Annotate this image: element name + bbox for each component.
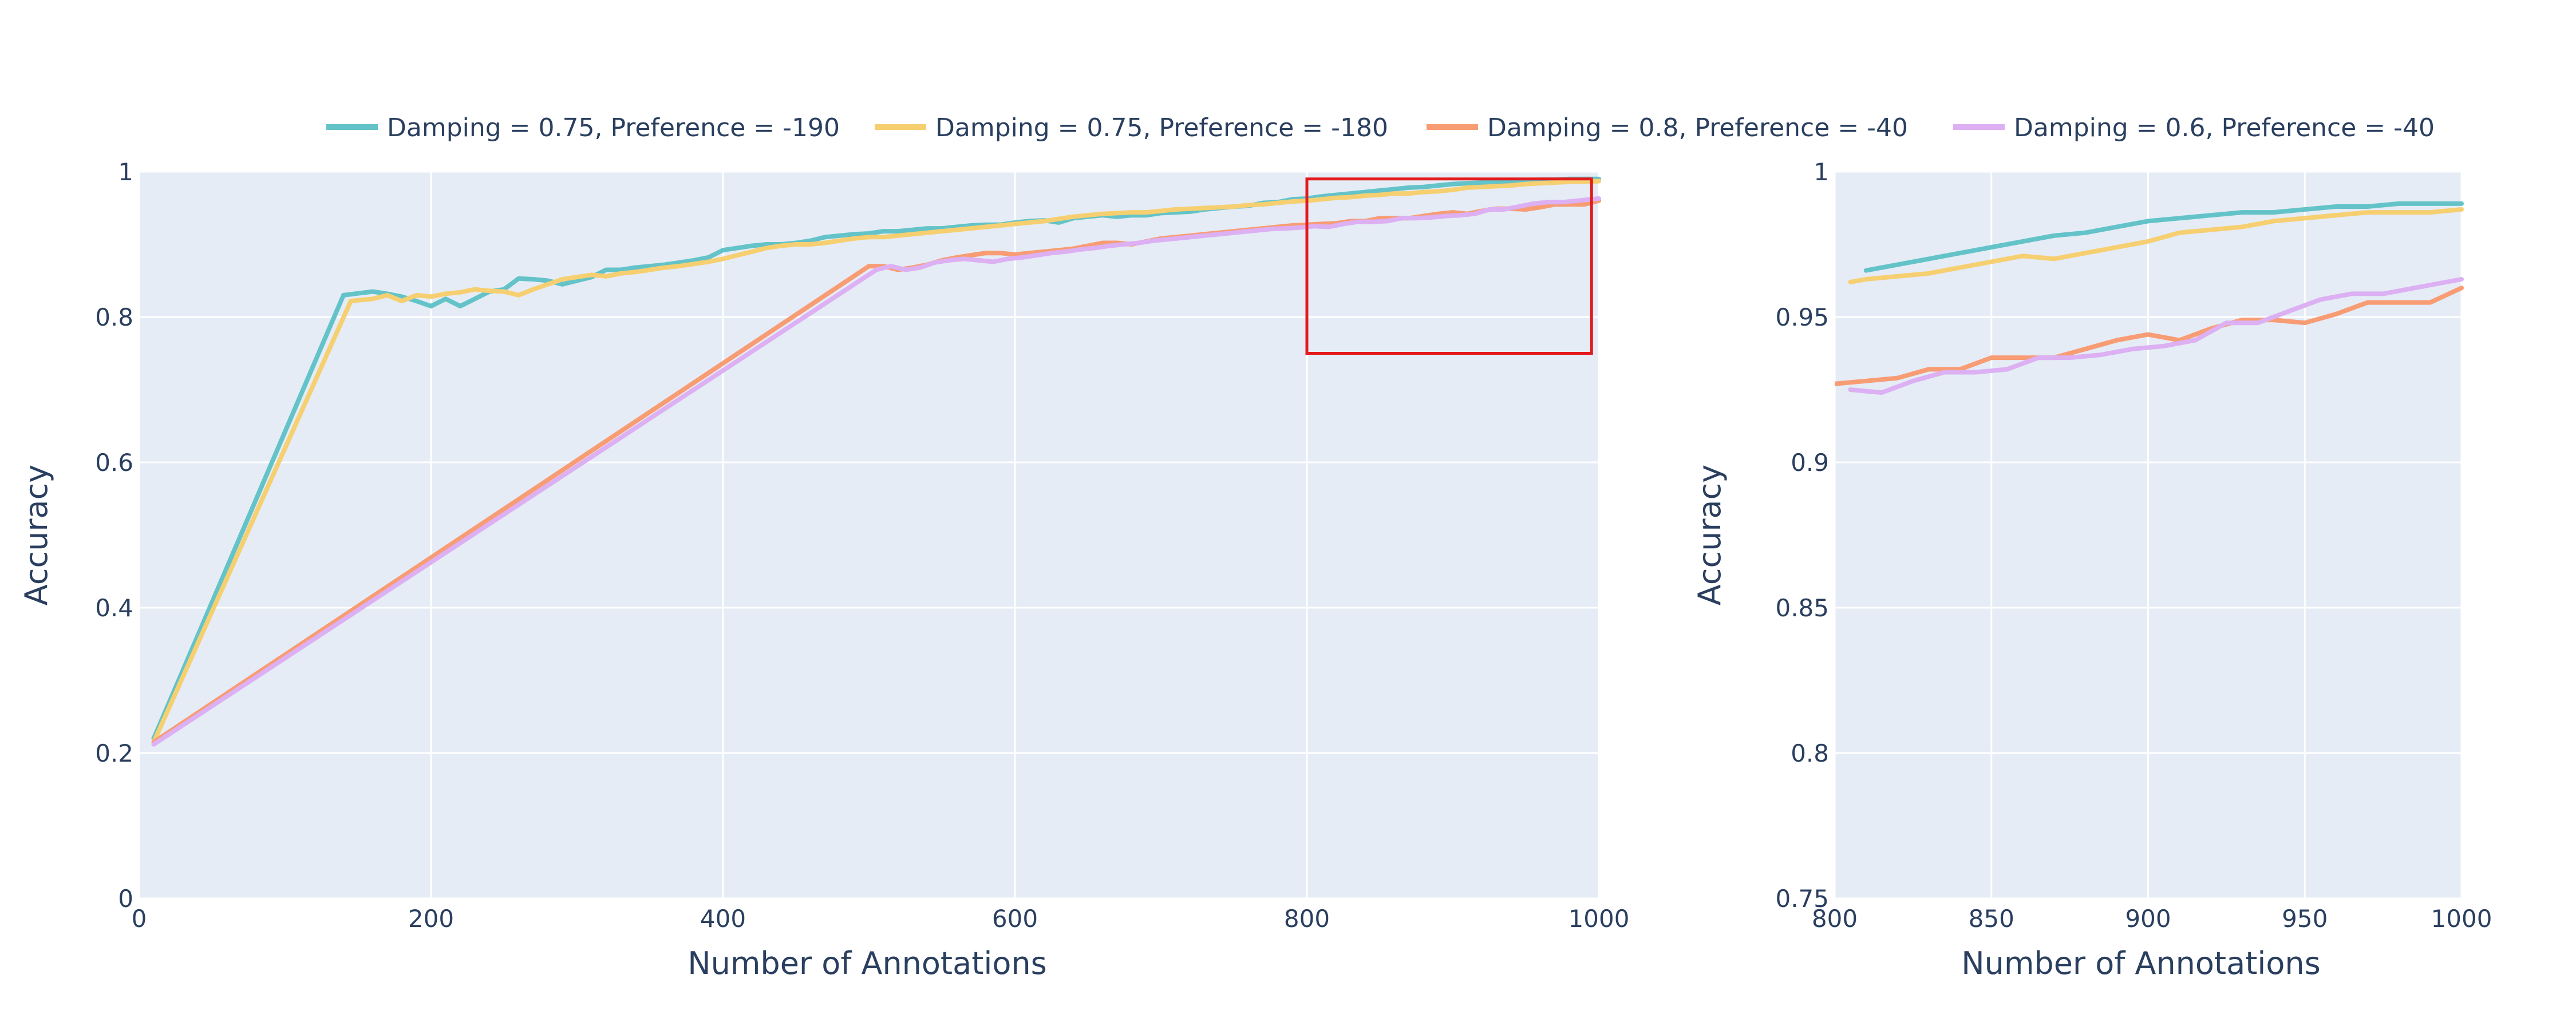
legend-item-3[interactable]: Damping = 0.6, Preference = -40 (1953, 113, 2435, 142)
series-line-2[interactable] (1835, 286, 2464, 386)
main-chart-panel: 0 0.2 0.4 0.6 0.8 1 0 200 400 600 800 1000 Number o… (18, 158, 1629, 981)
legend-label: Damping = 0.75, Preference = -180 (935, 113, 1388, 142)
y-axis-title: Accuracy (1692, 465, 1728, 606)
y-tick-label: 1 (118, 158, 133, 186)
legend-label: Damping = 0.8, Preference = -40 (1487, 113, 1908, 142)
legend-item-0[interactable]: Damping = 0.75, Preference = -190 (326, 113, 840, 142)
x-axis-title: Number of Annotations (688, 945, 1047, 981)
legend: Damping = 0.75, Preference = -190 Dampin… (326, 113, 2435, 142)
x-tick-label: 900 (2125, 905, 2171, 933)
zoom-region-box (1305, 177, 1593, 355)
x-axis-title: Number of Annotations (1961, 945, 2321, 981)
y-tick-label: 0.95 (1775, 303, 1829, 331)
x-tick-label: 800 (1812, 905, 1858, 933)
y-tick-label: 0.4 (95, 594, 133, 622)
legend-label: Damping = 0.6, Preference = -40 (2014, 113, 2435, 142)
x-tick-label: 600 (992, 905, 1038, 933)
x-tick-label: 200 (408, 905, 454, 933)
legend-label: Damping = 0.75, Preference = -190 (387, 113, 840, 142)
series-line-3[interactable] (1848, 277, 2464, 395)
y-axis-title: Accuracy (18, 465, 54, 606)
y-tick-label: 1 (1814, 158, 1829, 186)
legend-item-1[interactable]: Damping = 0.75, Preference = -180 (875, 113, 1388, 142)
x-tick-label: 1000 (2431, 905, 2492, 933)
y-tick-label: 0.85 (1775, 594, 1829, 622)
series-line-1[interactable] (151, 179, 1601, 744)
y-tick-label: 0.6 (95, 449, 133, 477)
series-line-1[interactable] (1848, 207, 2464, 284)
y-tick-label: 0.75 (1775, 885, 1829, 913)
plot-area (139, 172, 1599, 898)
y-tick-label: 0.8 (95, 303, 133, 331)
y-tick-label: 0.2 (95, 739, 133, 767)
x-tick-label: 800 (1284, 905, 1330, 933)
x-tick-label: 1000 (1568, 905, 1630, 933)
y-tick-label: 0.8 (1791, 739, 1829, 767)
zoom-chart-panel: 0.75 0.8 0.85 0.9 0.95 1 800 850 900 950 1000 Numb… (1692, 158, 2492, 981)
series-line-0[interactable] (1863, 201, 2464, 273)
y-tick-label: 0.9 (1791, 449, 1829, 477)
y-tick-label: 0 (118, 885, 133, 913)
x-tick-label: 400 (700, 905, 746, 933)
x-tick-label: 0 (132, 905, 147, 933)
series-line-3[interactable] (151, 196, 1601, 747)
legend-item-2[interactable]: Damping = 0.8, Preference = -40 (1427, 113, 1908, 142)
x-tick-label: 950 (2282, 905, 2328, 933)
x-tick-label: 850 (1969, 905, 2014, 933)
